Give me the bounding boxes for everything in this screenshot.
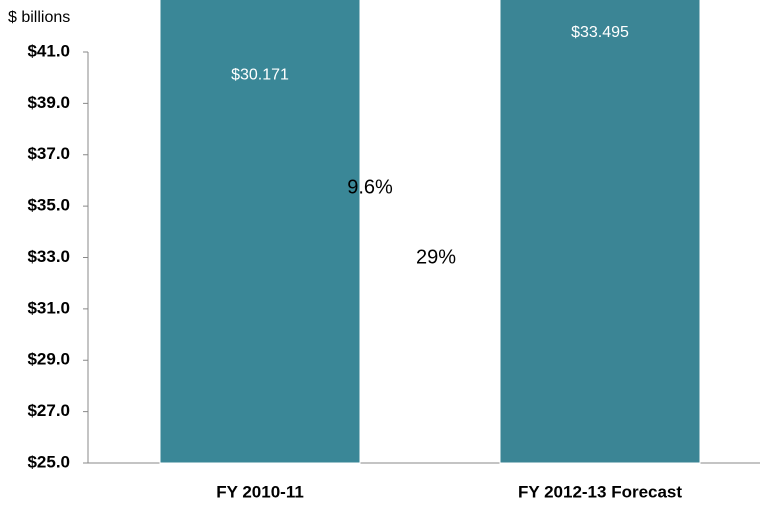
x-tick-label: FY 2012-13 Forecast [518,482,682,501]
bar-segment [499,0,701,464]
y-tick-label: $41.0 [27,41,70,60]
y-tick-label: $25.0 [27,452,70,471]
y-tick-label: $31.0 [27,298,70,317]
y-tick-label: $39.0 [27,93,70,112]
data-label: $30.171 [231,67,289,84]
data-label: $33.495 [571,24,629,41]
y-tick-label: $33.0 [27,247,70,266]
x-tick-label: FY 2010-11 [216,482,304,501]
y-tick-label: $27.0 [27,401,70,420]
annotation: 29% [416,246,456,268]
annotation: 9.6% [347,176,393,198]
y-axis-label: $ billions [8,9,70,26]
y-tick-label: $29.0 [27,350,70,369]
bar-segment [159,0,361,464]
y-tick-label: $35.0 [27,196,70,215]
y-tick-label: $37.0 [27,144,70,163]
